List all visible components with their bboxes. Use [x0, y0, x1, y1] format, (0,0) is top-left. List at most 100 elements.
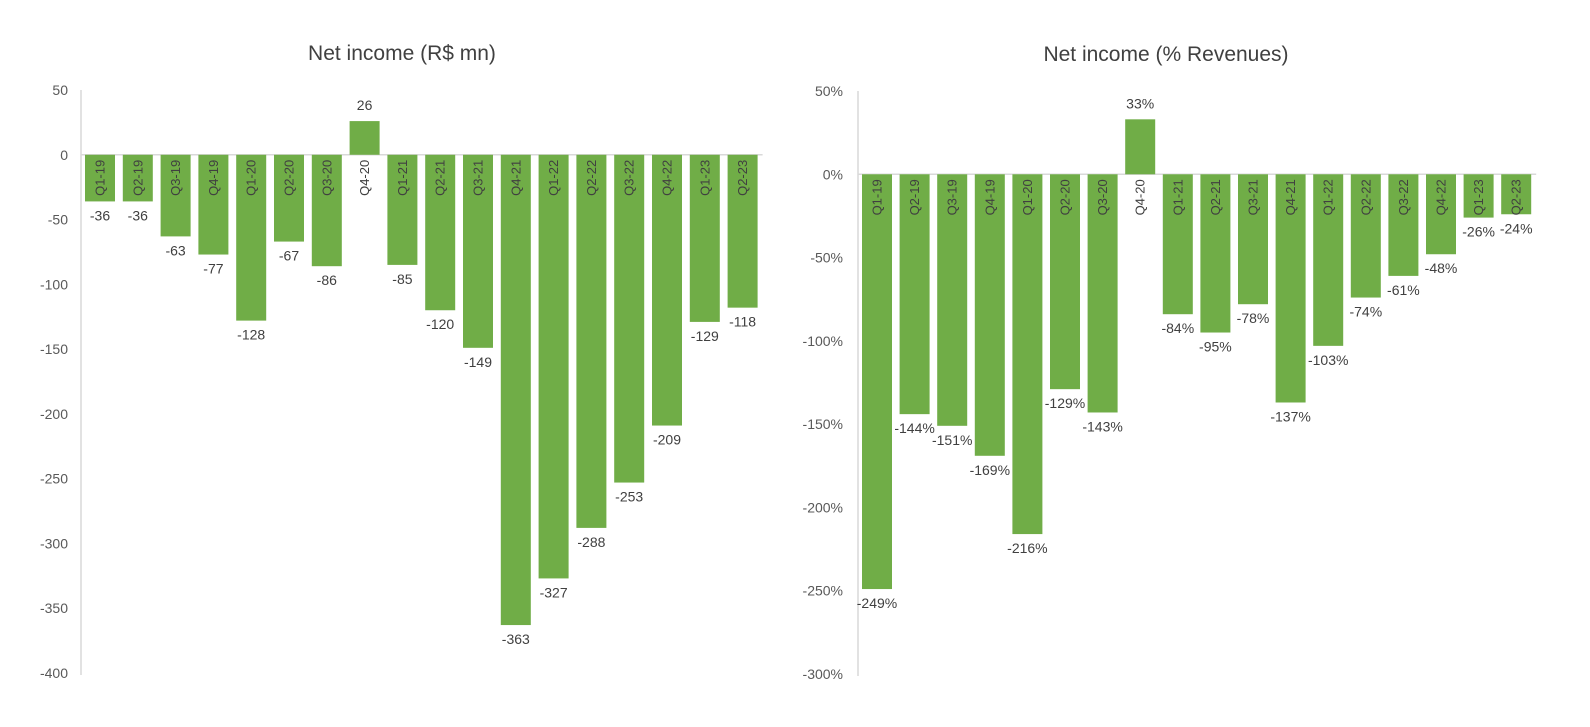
category-label: Q4-21 [508, 160, 523, 196]
category-label: Q2-20 [282, 160, 297, 196]
category-label: Q1-20 [244, 160, 259, 196]
y-tick-label: -100% [803, 333, 843, 349]
bar [1463, 174, 1494, 218]
category-label: Q3-22 [1396, 179, 1411, 215]
category-label: Q1-23 [697, 160, 712, 196]
chart-title: Net income (% Revenues) [1043, 43, 1288, 66]
y-tick-label: -150% [803, 416, 843, 432]
bar [1238, 174, 1268, 305]
y-tick-label: -50% [810, 250, 843, 266]
category-label: Q4-22 [660, 160, 675, 196]
data-label: -24% [1500, 220, 1533, 236]
bar [614, 154, 645, 483]
bar [425, 154, 456, 311]
bar [538, 154, 569, 579]
category-label: Q4-20 [357, 160, 372, 196]
bar [387, 154, 418, 265]
data-label: -78% [1237, 310, 1270, 326]
bar [122, 154, 153, 202]
data-label: -363 [502, 631, 530, 647]
y-tick-label: -300 [40, 535, 68, 551]
data-label: -137% [1270, 408, 1310, 424]
bar [576, 154, 607, 528]
bar [974, 174, 1005, 456]
data-label: -26% [1462, 224, 1495, 240]
category-label: Q1-22 [1321, 179, 1336, 215]
category-label: Q2-23 [735, 160, 750, 196]
bar [236, 154, 267, 321]
data-label: -84% [1161, 320, 1194, 336]
data-label: -77 [203, 261, 223, 277]
y-tick-label: 50 [52, 82, 68, 98]
bar [198, 154, 229, 255]
data-label: -85 [392, 271, 412, 287]
category-label: Q3-22 [622, 160, 637, 196]
data-label: -63 [165, 242, 185, 258]
bar [1050, 174, 1080, 390]
category-label: Q1-21 [1170, 179, 1185, 215]
data-label: -86 [317, 272, 337, 288]
category-label: Q2-23 [1509, 179, 1524, 215]
y-tick-label: -200% [803, 499, 843, 515]
bar [1012, 174, 1043, 535]
category-label: Q1-22 [546, 160, 561, 196]
bar [1350, 174, 1381, 298]
y-tick-label: 0 [60, 147, 68, 163]
bar [349, 121, 380, 155]
data-label: -144% [894, 420, 934, 436]
chart-net-income-rs-mn: Net income (R$ mn) 50 0 -50 -100 -150 -200 -25… [40, 42, 763, 681]
chart-net-income-pct-revenues: Net income (% Revenues) 50% 0% -50% -100% -1… [803, 43, 1537, 682]
category-label: Q2-22 [584, 160, 599, 196]
data-label: -288 [577, 534, 605, 550]
category-label: Q1-23 [1471, 179, 1486, 215]
data-label: -74% [1349, 304, 1382, 320]
data-label: -249% [857, 595, 897, 611]
bar [689, 154, 720, 322]
y-tick-label: -350 [40, 600, 68, 616]
bar [1313, 174, 1344, 346]
bar [899, 174, 930, 415]
y-tick-label: -150 [40, 341, 68, 357]
data-label: -95% [1199, 339, 1232, 355]
y-tick-label: -400 [40, 665, 68, 681]
data-label: -61% [1387, 282, 1420, 298]
bar [1087, 174, 1118, 413]
data-label: -169% [970, 462, 1010, 478]
data-label: -209 [653, 432, 681, 448]
data-label: -216% [1007, 540, 1047, 556]
chart-title: Net income (R$ mn) [308, 42, 496, 65]
category-label: Q3-20 [1095, 179, 1110, 215]
y-tick-label: 50% [815, 83, 843, 99]
data-label: -118 [729, 314, 756, 330]
bar [1125, 119, 1156, 175]
category-label: Q2-20 [1058, 179, 1073, 215]
y-tick-label: -250 [40, 471, 68, 487]
bar [1388, 174, 1419, 276]
category-label: Q4-19 [206, 160, 221, 196]
bar [862, 174, 892, 590]
category-label: Q3-19 [945, 179, 960, 215]
category-label: Q2-19 [130, 160, 145, 196]
y-tick-label: 0% [823, 166, 843, 182]
category-label: Q4-19 [982, 179, 997, 215]
data-label: -36 [128, 207, 148, 223]
data-label: -129 [691, 328, 719, 344]
data-label: -151% [932, 432, 972, 448]
bar [1426, 174, 1456, 255]
category-label: Q2-19 [907, 179, 922, 215]
bar [1200, 174, 1231, 333]
bar [1275, 174, 1306, 403]
bar [500, 154, 531, 626]
category-label: Q2-21 [433, 160, 448, 196]
data-label: 33% [1126, 95, 1154, 111]
data-label: -36 [90, 207, 110, 223]
category-label: Q1-21 [395, 160, 410, 196]
bar [1501, 174, 1532, 215]
bar [274, 154, 304, 242]
data-label: -149 [464, 354, 492, 370]
data-label: -327 [540, 584, 568, 600]
y-tick-label: -100 [40, 276, 68, 292]
category-label: Q4-22 [1434, 179, 1449, 215]
bar [160, 154, 191, 237]
